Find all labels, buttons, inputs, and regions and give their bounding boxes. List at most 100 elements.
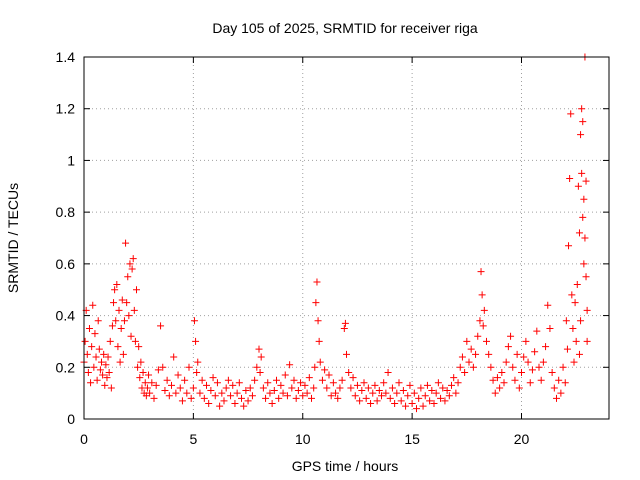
data-point bbox=[417, 384, 425, 392]
data-point bbox=[568, 291, 576, 299]
data-point bbox=[489, 376, 497, 384]
data-point bbox=[196, 389, 204, 397]
data-point bbox=[211, 392, 219, 400]
data-point bbox=[299, 392, 307, 400]
data-point bbox=[563, 345, 571, 353]
data-point bbox=[266, 389, 274, 397]
data-point bbox=[504, 343, 512, 351]
gridlines bbox=[84, 57, 609, 419]
data-point bbox=[555, 376, 563, 384]
data-point bbox=[474, 332, 482, 340]
data-point bbox=[557, 389, 565, 397]
data-point bbox=[283, 392, 291, 400]
data-point bbox=[103, 374, 111, 382]
data-point bbox=[382, 389, 390, 397]
data-point bbox=[108, 322, 116, 330]
data-point bbox=[419, 402, 427, 410]
data-point bbox=[450, 374, 458, 382]
data-point bbox=[120, 317, 128, 325]
data-point bbox=[476, 317, 484, 325]
data-point bbox=[133, 286, 140, 294]
data-point bbox=[114, 343, 122, 351]
data-point bbox=[340, 325, 348, 332]
data-point bbox=[511, 376, 519, 384]
data-point bbox=[207, 387, 215, 395]
data-point bbox=[279, 389, 287, 397]
data-point bbox=[190, 317, 198, 325]
data-point bbox=[297, 379, 305, 387]
data-point bbox=[375, 387, 383, 395]
data-points bbox=[80, 53, 591, 413]
data-point bbox=[380, 379, 388, 387]
x-tick-label: 0 bbox=[80, 431, 88, 447]
data-point bbox=[310, 384, 318, 392]
data-point bbox=[456, 363, 464, 371]
data-point bbox=[445, 392, 453, 400]
data-point bbox=[264, 379, 272, 387]
data-point bbox=[399, 387, 407, 395]
data-point bbox=[116, 358, 124, 366]
x-tick-label: 10 bbox=[295, 431, 311, 447]
data-point bbox=[106, 337, 114, 345]
data-point bbox=[248, 392, 256, 400]
data-point bbox=[112, 317, 120, 325]
data-point bbox=[84, 368, 92, 376]
data-point bbox=[281, 371, 289, 379]
data-point bbox=[136, 374, 144, 382]
x-tick-label: 20 bbox=[514, 431, 530, 447]
data-point bbox=[105, 368, 113, 376]
data-point bbox=[491, 389, 499, 397]
data-point bbox=[314, 317, 322, 325]
data-point bbox=[548, 368, 556, 376]
data-point bbox=[216, 402, 224, 410]
data-point bbox=[515, 384, 523, 392]
data-point bbox=[452, 389, 460, 397]
data-point bbox=[130, 306, 138, 314]
data-point bbox=[137, 358, 145, 366]
data-point bbox=[574, 182, 582, 190]
data-point bbox=[437, 394, 445, 402]
data-point bbox=[308, 394, 315, 402]
data-point bbox=[428, 387, 436, 395]
data-point bbox=[93, 376, 101, 384]
data-point bbox=[290, 376, 298, 384]
data-point bbox=[193, 368, 201, 376]
data-point bbox=[542, 343, 550, 351]
data-point bbox=[139, 368, 147, 376]
data-point bbox=[537, 376, 545, 384]
data-point bbox=[81, 337, 89, 345]
data-point bbox=[371, 381, 379, 389]
data-point bbox=[220, 397, 228, 405]
data-point bbox=[487, 363, 495, 371]
data-point bbox=[448, 381, 455, 389]
data-point bbox=[198, 376, 206, 384]
data-point bbox=[165, 392, 173, 400]
data-point bbox=[256, 368, 264, 376]
data-point bbox=[509, 363, 517, 371]
data-point bbox=[294, 387, 302, 395]
y-tick-label: 0.6 bbox=[56, 256, 76, 272]
data-point bbox=[463, 337, 471, 345]
data-point bbox=[255, 345, 263, 353]
data-point bbox=[163, 376, 171, 384]
data-point bbox=[170, 353, 178, 361]
data-point bbox=[135, 343, 143, 351]
data-point bbox=[227, 392, 235, 400]
y-tick-label: 0.8 bbox=[56, 204, 76, 220]
data-point bbox=[259, 384, 267, 392]
data-point bbox=[421, 392, 429, 400]
data-point bbox=[183, 389, 191, 397]
data-point bbox=[544, 301, 552, 309]
x-tick-label: 5 bbox=[189, 431, 197, 447]
data-point bbox=[578, 105, 586, 113]
data-point bbox=[567, 110, 575, 118]
data-point bbox=[430, 399, 438, 407]
data-point bbox=[145, 371, 153, 379]
data-point bbox=[332, 389, 340, 397]
data-point bbox=[118, 296, 126, 304]
data-point bbox=[277, 381, 285, 389]
data-point bbox=[478, 291, 486, 299]
data-point bbox=[268, 399, 276, 407]
data-point bbox=[391, 399, 399, 407]
data-point bbox=[257, 353, 265, 361]
